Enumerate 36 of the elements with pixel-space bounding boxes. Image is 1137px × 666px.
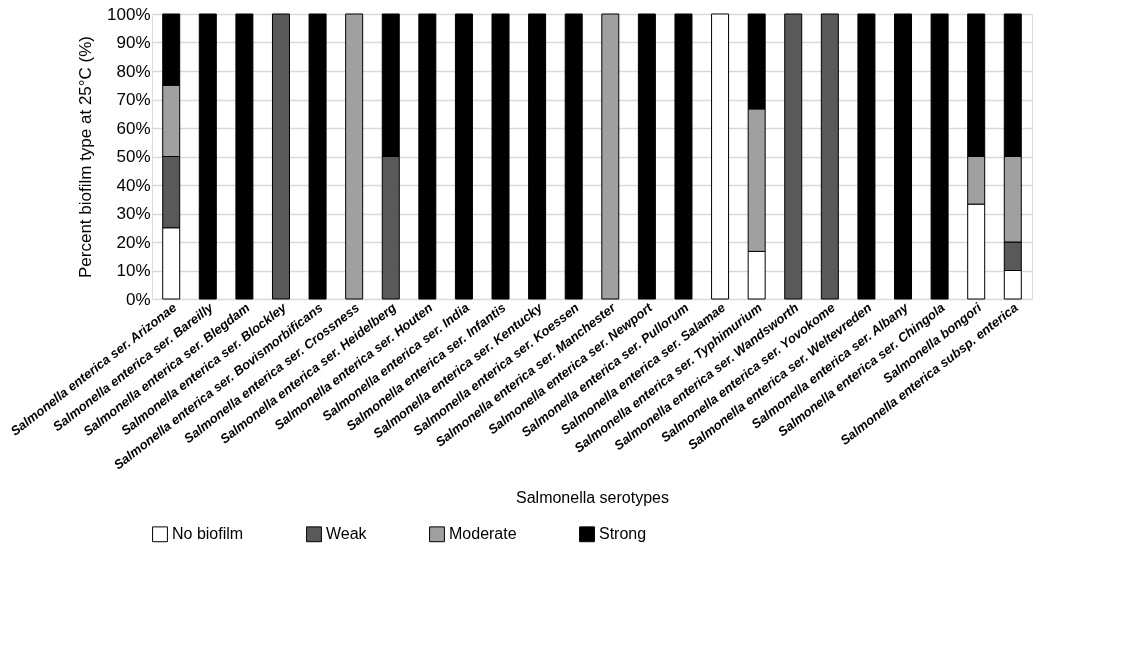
bar	[454, 13, 473, 300]
bar	[235, 13, 254, 300]
bar	[711, 13, 730, 300]
legend-label: No biofilm	[172, 525, 244, 543]
bar	[601, 13, 620, 300]
y-tick-label: 70%	[116, 90, 151, 109]
bar	[564, 13, 583, 300]
bar	[637, 13, 656, 300]
x-axis-title: Salmonella serotypes	[516, 489, 669, 507]
bar	[271, 13, 290, 300]
bar	[198, 13, 217, 300]
bar	[418, 13, 437, 300]
y-axis-title: Percent biofilm type at 25°C (%)	[76, 35, 96, 279]
legend-label: Moderate	[449, 525, 517, 543]
bar	[674, 13, 693, 300]
y-tick-label: 100%	[107, 4, 151, 24]
legend-label: Strong	[599, 525, 647, 543]
bar	[820, 13, 839, 300]
bar	[784, 13, 803, 300]
y-tick-label: 30%	[116, 204, 151, 223]
y-tick-label: 80%	[116, 61, 151, 81]
bar	[491, 13, 510, 300]
bar	[857, 13, 876, 300]
y-tick-label: 50%	[116, 147, 151, 166]
y-tick-label: 90%	[116, 33, 151, 52]
bar	[894, 13, 913, 300]
bar	[930, 13, 949, 300]
bar	[345, 13, 364, 300]
y-tick-label: 0%	[125, 289, 151, 309]
bar	[528, 13, 547, 300]
y-tick-label: 10%	[116, 261, 151, 280]
bar	[308, 13, 327, 300]
legend-label: Weak	[326, 525, 368, 543]
y-tick-label: 40%	[116, 175, 151, 195]
y-tick-label: 20%	[116, 232, 151, 252]
y-tick-label: 60%	[116, 118, 151, 138]
